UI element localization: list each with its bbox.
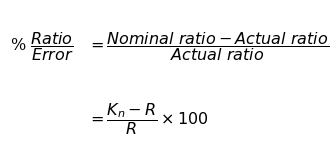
Text: $= \dfrac{\mathit{Nominal\ ratio} - \mathit{Actual\ ratio}}{\mathit{Actual\ rati: $= \dfrac{\mathit{Nominal\ ratio} - \mat… [87, 30, 335, 63]
Text: $= \dfrac{K_n - R}{R} \times 100$: $= \dfrac{K_n - R}{R} \times 100$ [87, 101, 209, 137]
Text: % $\mathit{\dfrac{Ratio}{Error}}$: % $\mathit{\dfrac{Ratio}{Error}}$ [10, 30, 74, 63]
